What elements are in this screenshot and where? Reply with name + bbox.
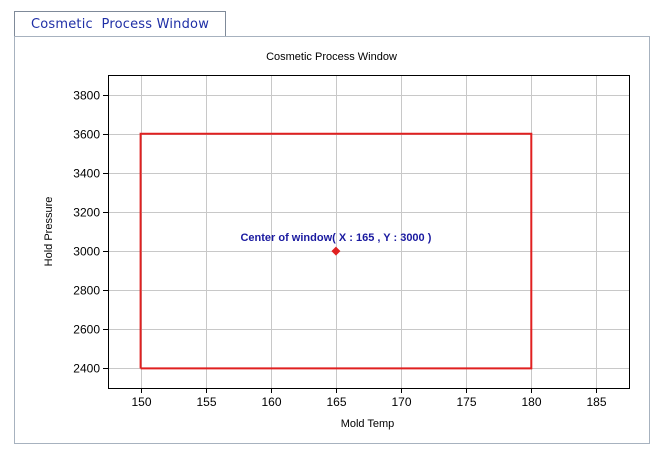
x-tick-label: 175 [456, 395, 476, 409]
series-group [139, 132, 533, 370]
y-tick-label: 2600 [73, 323, 100, 337]
x-tick-label: 150 [131, 395, 151, 409]
tab-cosmetic-process-window[interactable]: Cosmetic Process Window [14, 11, 226, 36]
y-tick-label: 3200 [73, 206, 100, 220]
x-tick-label: 185 [586, 395, 606, 409]
x-tick-label: 155 [196, 395, 216, 409]
x-tick-label: 165 [326, 395, 346, 409]
y-tick-label: 3600 [73, 128, 100, 142]
plot-area [108, 75, 629, 388]
plot-border [108, 75, 630, 389]
y-tick-label: 2400 [73, 362, 100, 376]
points-group [331, 246, 341, 256]
x-tick-label: 170 [391, 395, 411, 409]
tab-label: Cosmetic Process Window [30, 17, 210, 32]
x-tick-label: 180 [521, 395, 541, 409]
y-tick-label: 2800 [73, 284, 100, 298]
y-tick-label: 3000 [73, 245, 100, 259]
chart-title: Cosmetic Process Window [266, 51, 397, 63]
y-tick-label: 3800 [73, 89, 100, 103]
x-axis-label: Mold Temp [341, 418, 395, 430]
x-tick-label: 160 [261, 395, 281, 409]
center-annotation: Center of window( X : 165 , Y : 3000 ) [240, 232, 431, 244]
process-window-outline [139, 132, 533, 370]
axis-ticks: 150 155 160 165 170 175 180 185 2400 2600 2800 3000… [73, 89, 607, 410]
center-point-marker [331, 246, 341, 256]
y-tick-label: 3400 [73, 167, 100, 181]
y-axis-label: Hold Pressure [43, 197, 55, 267]
annotations-group: Center of window( X : 165 , Y : 3000 ) [240, 232, 431, 244]
